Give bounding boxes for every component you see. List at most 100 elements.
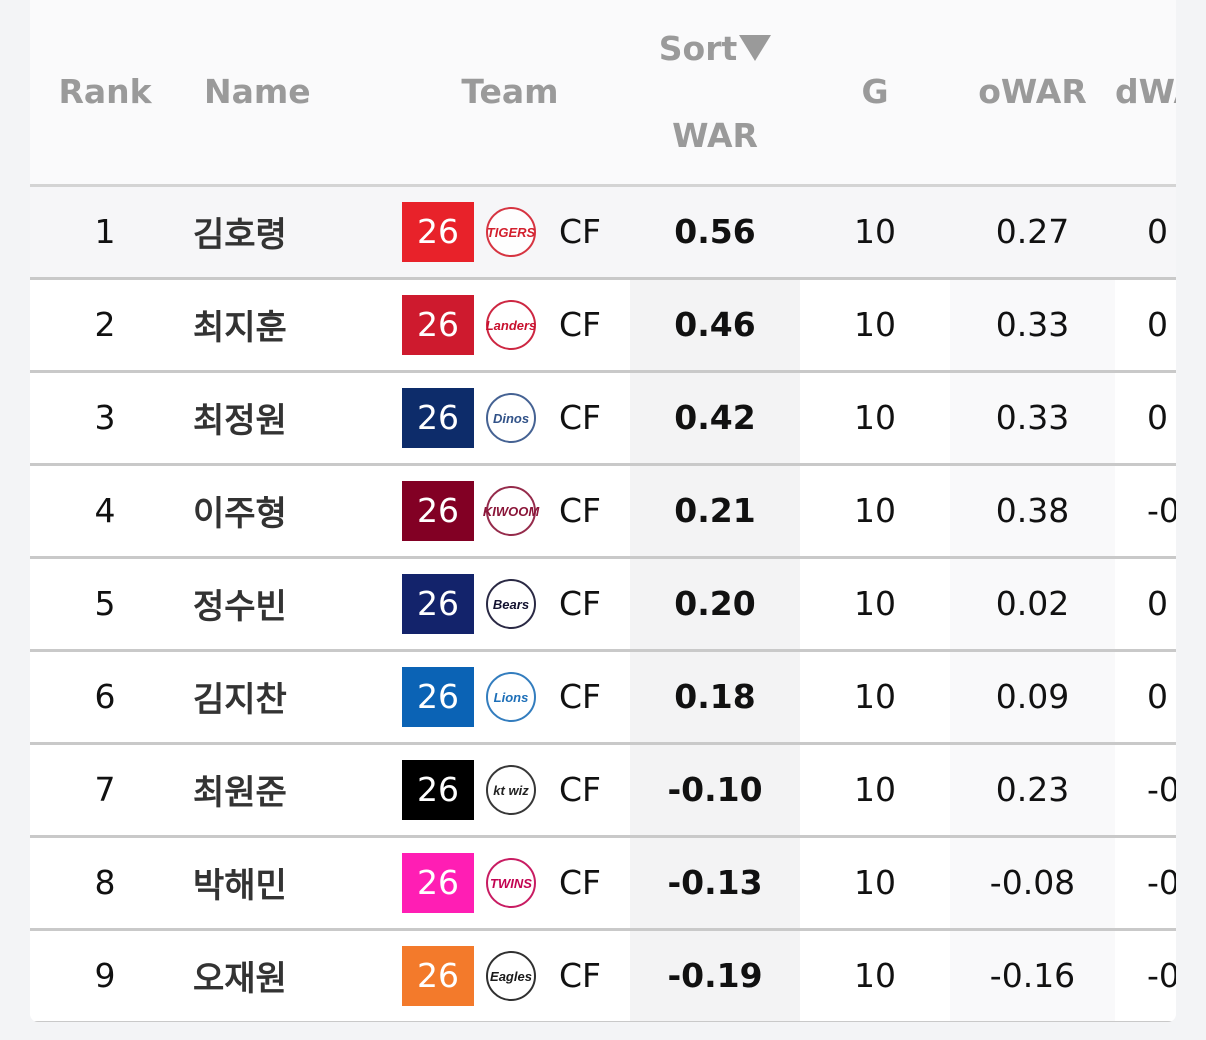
sort-label: Sort <box>658 28 738 68</box>
header-team[interactable]: Team <box>390 0 630 187</box>
war-value: 0.46 <box>630 278 800 373</box>
rank-cell: 1 <box>30 185 180 280</box>
table-row[interactable]: 3 최정원 26 Dinos CF 0.42 10 0.33 0 <box>30 371 1176 466</box>
header-rank[interactable]: Rank <box>30 0 180 187</box>
position: CF <box>559 863 602 902</box>
owar-value: 0.02 <box>950 557 1115 652</box>
dwar-value: 0 <box>1115 278 1176 373</box>
team-cell: 26 Landers CF <box>390 278 630 373</box>
games-value: 10 <box>800 557 950 652</box>
age-badge: 26 <box>402 945 474 1006</box>
war-value: 0.20 <box>630 557 800 652</box>
player-name[interactable]: 최정원 <box>180 371 390 466</box>
svg-text:TIGERS: TIGERS <box>487 225 536 240</box>
team-cell: 26 KIWOOM CF <box>390 464 630 559</box>
dwar-value: -0 <box>1115 929 1176 1022</box>
age-badge: 26 <box>402 573 474 634</box>
table-row[interactable]: 7 최원준 26 kt wiz CF -0.10 10 0.23 -0 <box>30 743 1176 838</box>
sort-descending-icon <box>739 35 772 62</box>
games-value: 10 <box>800 650 950 745</box>
age-badge: 26 <box>402 852 474 913</box>
team-logo-icon: KIWOOM <box>483 485 540 536</box>
svg-text:Dinos: Dinos <box>493 411 529 426</box>
war-value: -0.10 <box>630 743 800 838</box>
age-badge: 26 <box>402 294 474 355</box>
sort-indicator[interactable]: Sort <box>659 29 772 68</box>
table-row[interactable]: 6 김지찬 26 Lions CF 0.18 10 0.09 0 <box>30 650 1176 745</box>
games-value: 10 <box>800 278 950 373</box>
owar-value: -0.08 <box>950 836 1115 931</box>
table-header-row: Rank Name Team Sort WAR G oWAR dWAR <box>30 0 1176 187</box>
svg-text:Bears: Bears <box>493 597 529 612</box>
table-row[interactable]: 8 박해민 26 TWINS CF -0.13 10 -0.08 -0 <box>30 836 1176 931</box>
owar-value: -0.16 <box>950 929 1115 1022</box>
age-badge: 26 <box>402 387 474 448</box>
dwar-value: -0 <box>1115 743 1176 838</box>
table-row[interactable]: 9 오재원 26 Eagles CF -0.19 10 -0.16 -0 <box>30 929 1176 1022</box>
team-logo-icon: Bears <box>486 578 536 629</box>
age-badge: 26 <box>402 759 474 820</box>
dwar-value: 0 <box>1115 185 1176 280</box>
player-name[interactable]: 김지찬 <box>180 650 390 745</box>
rank-cell: 7 <box>30 743 180 838</box>
games-value: 10 <box>800 371 950 466</box>
header-war[interactable]: Sort WAR <box>630 0 800 187</box>
header-g[interactable]: G <box>800 0 950 187</box>
svg-text:KIWOOM: KIWOOM <box>483 504 540 519</box>
player-name[interactable]: 정수빈 <box>180 557 390 652</box>
dwar-value: 0 <box>1115 557 1176 652</box>
position: CF <box>559 305 602 344</box>
war-value: 0.56 <box>630 185 800 280</box>
owar-value: 0.27 <box>950 185 1115 280</box>
team-logo-icon: TIGERS <box>486 206 536 257</box>
table-row[interactable]: 1 김호령 26 TIGERS CF 0.56 10 0.27 0 <box>30 185 1176 280</box>
player-name[interactable]: 오재원 <box>180 929 390 1022</box>
team-logo-icon: Eagles <box>486 950 536 1001</box>
dwar-value: -0 <box>1115 464 1176 559</box>
rank-cell: 6 <box>30 650 180 745</box>
war-leaderboard-table: Rank Name Team Sort WAR G oWAR dWAR 1 김호… <box>30 0 1176 1022</box>
player-name[interactable]: 최지훈 <box>180 278 390 373</box>
team-cell: 26 Bears CF <box>390 557 630 652</box>
header-name-label: Name <box>204 72 311 112</box>
header-name[interactable]: Name <box>180 0 390 187</box>
owar-value: 0.38 <box>950 464 1115 559</box>
rank-cell: 5 <box>30 557 180 652</box>
age-badge: 26 <box>402 666 474 727</box>
games-value: 10 <box>800 929 950 1022</box>
rank-cell: 9 <box>30 929 180 1022</box>
header-dwar[interactable]: dWAR <box>1115 0 1176 187</box>
rank-cell: 4 <box>30 464 180 559</box>
games-value: 10 <box>800 836 950 931</box>
player-name[interactable]: 김호령 <box>180 185 390 280</box>
header-war-label: WAR <box>672 115 758 155</box>
rank-cell: 3 <box>30 371 180 466</box>
position: CF <box>559 770 602 809</box>
table-row[interactable]: 5 정수빈 26 Bears CF 0.20 10 0.02 0 <box>30 557 1176 652</box>
team-cell: 26 TIGERS CF <box>390 185 630 280</box>
position: CF <box>559 398 602 437</box>
header-owar[interactable]: oWAR <box>950 0 1115 187</box>
team-cell: 26 Dinos CF <box>390 371 630 466</box>
age-badge: 26 <box>402 480 474 541</box>
owar-value: 0.33 <box>950 278 1115 373</box>
position: CF <box>559 491 602 530</box>
table-row[interactable]: 2 최지훈 26 Landers CF 0.46 10 0.33 0 <box>30 278 1176 373</box>
svg-text:Eagles: Eagles <box>490 969 532 984</box>
position: CF <box>559 584 602 623</box>
war-value: 0.18 <box>630 650 800 745</box>
team-logo-icon: Lions <box>486 671 536 722</box>
table-row[interactable]: 4 이주형 26 KIWOOM CF 0.21 10 0.38 -0 <box>30 464 1176 559</box>
war-value: -0.13 <box>630 836 800 931</box>
player-name[interactable]: 최원준 <box>180 743 390 838</box>
games-value: 10 <box>800 464 950 559</box>
svg-text:Landers: Landers <box>486 318 537 333</box>
dwar-value: 0 <box>1115 650 1176 745</box>
dwar-value: -0 <box>1115 836 1176 931</box>
team-logo-icon: TWINS <box>486 857 536 908</box>
war-value: 0.42 <box>630 371 800 466</box>
player-name[interactable]: 박해민 <box>180 836 390 931</box>
position: CF <box>559 956 602 995</box>
team-cell: 26 Eagles CF <box>390 929 630 1022</box>
player-name[interactable]: 이주형 <box>180 464 390 559</box>
